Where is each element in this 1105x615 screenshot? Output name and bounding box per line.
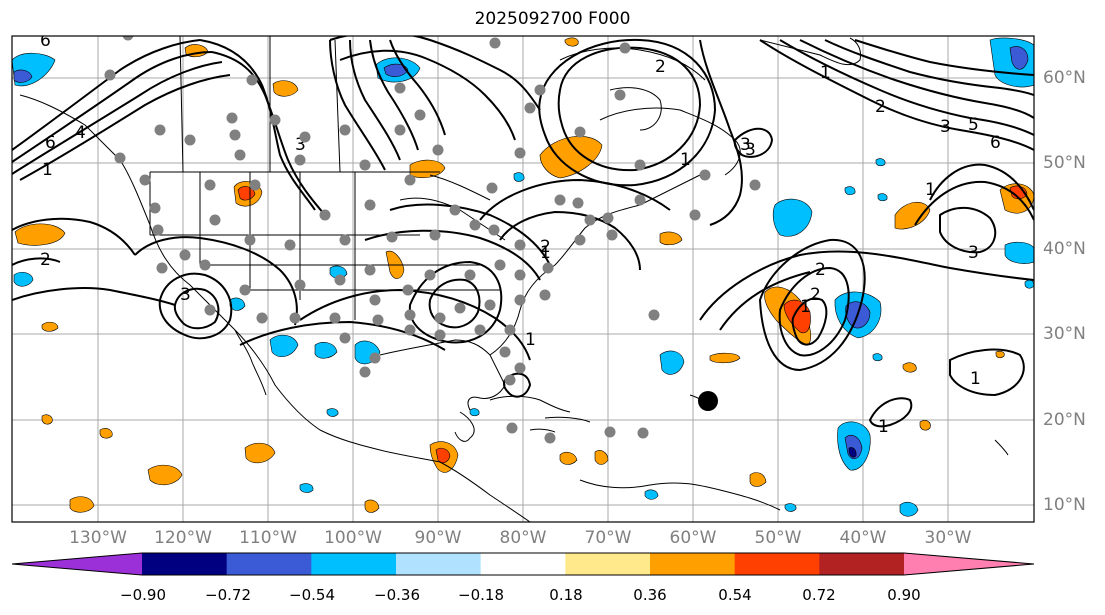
colorbar-tick: −0.90 [120,586,166,604]
colorbar-tick: −0.36 [374,586,420,604]
lon-label: 40°W [839,528,887,548]
lon-label: 30°W [924,528,972,548]
contour-label: 3 [940,117,951,137]
map-canvas: 6 1 6 4 3 2 3 2 1 1 3 5 6 1 2 3 1 2 1 1 … [11,31,1035,523]
colorbar-extend-min [12,553,142,575]
lon-label: 60°W [669,528,717,548]
colorbar-tick: 0.36 [633,586,667,604]
contour-label: 1 [680,150,691,170]
colorbar-extend-max [904,553,1034,575]
lat-label: 50°N [1043,153,1086,173]
lat-label: 60°N [1043,68,1086,88]
lon-label: 80°W [499,528,547,548]
lat-label: 10°N [1043,495,1086,515]
colorbar-segment [734,553,820,575]
lon-label: 90°W [414,528,462,548]
colorbar-segment [396,553,482,575]
contour-label: 3 [180,285,191,305]
contour-label: 2 [810,285,821,305]
colorbar-segment [650,553,736,575]
contour-label: 2 [875,97,886,117]
contour-label: 1 [525,330,536,350]
colorbar [11,552,1035,576]
contour-label: 1 [800,297,811,317]
contour-label: 5 [968,115,979,135]
colorbar-tick: −0.54 [289,586,335,604]
colorbar-tick: 0.18 [549,586,583,604]
lon-label: 50°W [754,528,802,548]
contour-label: 1 [540,243,551,263]
lon-label: 120°W [154,528,212,548]
contour-label: 1 [878,417,889,437]
colorbar-tick: 0.90 [887,586,921,604]
lon-label: 100°W [324,528,382,548]
colorbar-tick: 0.72 [802,586,836,604]
contour-label: 4 [75,123,86,143]
colorbar-outline [11,552,1035,576]
contour-label: 3 [295,135,306,155]
lon-label: 110°W [239,528,297,548]
lon-label: 70°W [584,528,632,548]
contour-label: 2 [815,260,826,280]
colorbar-segment [819,553,905,575]
contour-label: 1 [42,160,53,180]
contour-label: 2 [655,57,666,77]
contour-label: 6 [45,133,56,153]
colorbar-tick: −0.72 [205,586,251,604]
colorbar-segment [565,553,651,575]
colorbar-tick: −0.18 [458,586,504,604]
contour-labels: 6 1 6 4 3 2 3 2 1 1 3 5 6 1 2 3 1 2 1 1 … [40,31,1001,437]
colorbar-segment [311,553,397,575]
coastlines [19,36,1009,522]
colorbar-segment [226,553,312,575]
contour-label: 6 [990,133,1001,153]
map-title: 2025092700 F000 [474,9,631,29]
lat-label: 20°N [1043,410,1086,430]
contour-label: 3 [968,243,979,263]
contour-label: 1 [820,63,831,83]
contour-label: 6 [40,31,51,51]
contour-label: 1 [925,180,936,200]
lat-label: 40°N [1043,239,1086,259]
contour-label: 3 [740,135,751,155]
contour-label: 1 [970,369,981,389]
colorbar-segments [11,552,1035,576]
station-dots [104,36,761,444]
colorbar-segment [142,553,228,575]
lon-label: 130°W [69,528,127,548]
contour-label: 2 [540,237,551,257]
colorbar-tick: 0.54 [718,586,752,604]
contour-label: 3 [745,140,756,160]
storm-center-marker [698,391,718,411]
lat-label: 30°N [1043,324,1086,344]
colorbar-segment [480,553,566,575]
map-frame [11,35,1035,523]
contour-label: 2 [40,250,51,270]
